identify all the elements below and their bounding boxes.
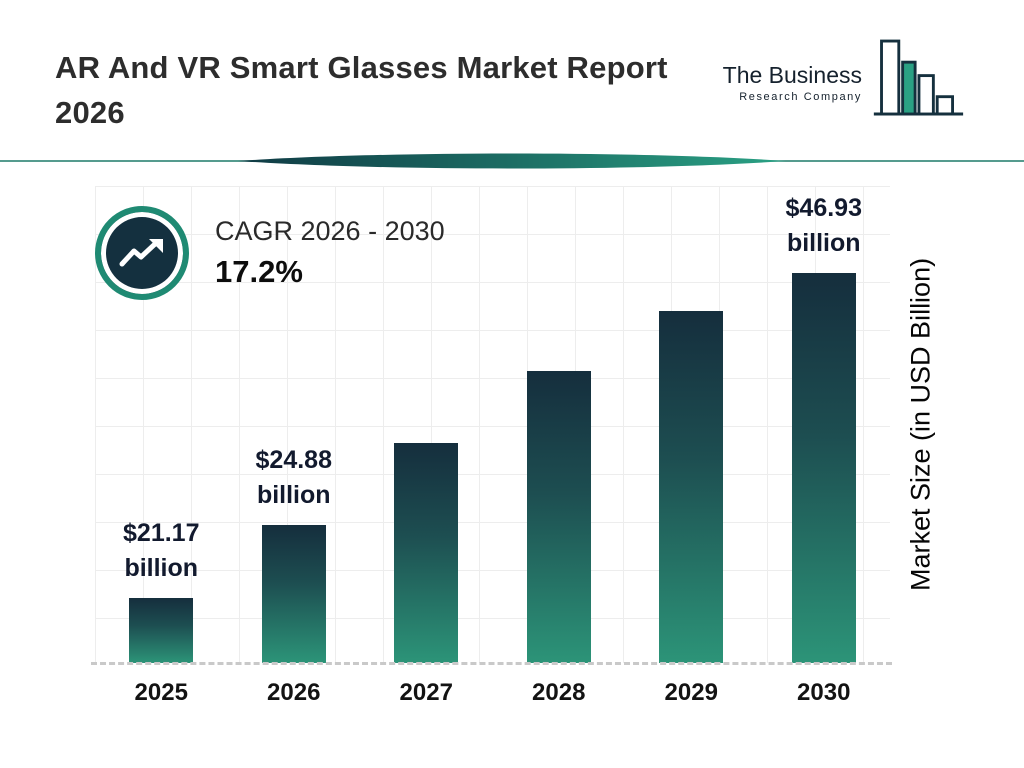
company-logo: The Business Research Company — [723, 36, 966, 125]
bar-value-label-2026: $24.88 billion — [255, 446, 332, 509]
bar-column-2030: $46.93 billion 2030 — [758, 186, 891, 706]
bar-chart: $21.17 billion 2025 $24.88 billion 2026 2027 20… — [91, 186, 892, 706]
trending-up-icon — [95, 206, 189, 300]
bar-column-2028: 2028 — [493, 186, 626, 706]
page-title-line2: 2026 — [55, 94, 125, 130]
plot-area: $21.17 billion 2025 $24.88 billion 2026 2027 20… — [95, 186, 891, 706]
logo-chart-icon — [870, 36, 966, 125]
cagr-text: CAGR 2026 - 2030 17.2% — [215, 216, 445, 290]
bar-value-label-2025: $21.17 billion — [123, 519, 200, 582]
page-title-line1: AR And VR Smart Glasses Market Report — [55, 50, 668, 85]
x-axis-baseline — [91, 662, 892, 665]
logo-subtitle: Research Company — [739, 91, 862, 103]
logo-name: The Business — [722, 62, 862, 88]
bar-2027 — [394, 443, 459, 663]
bar-column-2025: $21.17 billion 2025 — [95, 186, 228, 706]
bar-value-label-2030: $46.93 billion — [785, 194, 862, 257]
cagr-badge: CAGR 2026 - 2030 17.2% — [95, 206, 445, 300]
bar-2026 — [261, 525, 326, 663]
cagr-label: CAGR 2026 - 2030 — [215, 216, 445, 246]
y-axis-title: Market Size (in USD Billion) — [905, 257, 936, 592]
bar-2030 — [791, 273, 856, 663]
logo-text: The Business Research Company — [723, 62, 862, 103]
x-axis-label-2027: 2027 — [399, 679, 453, 706]
x-axis-label-2030: 2030 — [797, 679, 851, 706]
bar-2028 — [526, 371, 591, 663]
page-title: AR And VR Smart Glasses Market Report 20… — [55, 46, 668, 136]
x-axis-label-2026: 2026 — [267, 679, 321, 706]
cagr-value: 17.2% — [215, 254, 303, 289]
bar-2025 — [129, 598, 194, 663]
header-divider — [0, 150, 1024, 172]
x-axis-label-2028: 2028 — [532, 679, 586, 706]
bar-2029 — [659, 311, 724, 663]
bar-column-2027: 2027 — [360, 186, 493, 706]
bar-column-2026: $24.88 billion 2026 — [228, 186, 361, 706]
x-axis-label-2029: 2029 — [664, 679, 718, 706]
bar-column-2029: 2029 — [625, 186, 758, 706]
x-axis-label-2025: 2025 — [134, 679, 188, 706]
